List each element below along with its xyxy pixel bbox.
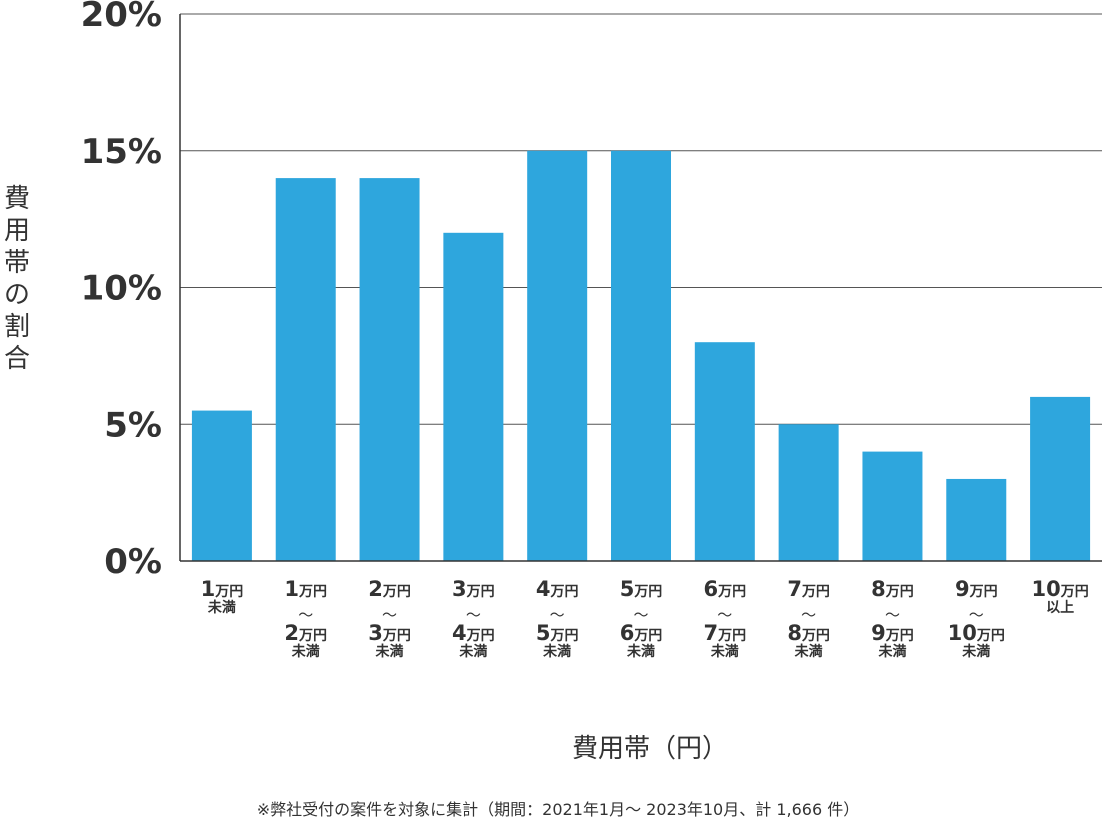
x-tick-suffix: 未満 bbox=[292, 643, 320, 660]
y-axis-label-char: 合 bbox=[3, 344, 30, 374]
y-tick-label: 5% bbox=[104, 405, 162, 445]
x-tick-amount: 10万円 bbox=[1031, 577, 1088, 601]
y-tick-labels: 0% 5% 10% 15% 20% bbox=[81, 0, 162, 582]
x-tick-amount: 6万円 bbox=[620, 621, 663, 645]
bar bbox=[694, 342, 755, 561]
y-axis-label-char: 割 bbox=[3, 312, 30, 342]
x-tick-amount: 1万円 bbox=[201, 577, 244, 601]
x-tick-amount: 9万円 bbox=[871, 621, 914, 645]
x-tick-suffix: 未満 bbox=[459, 643, 487, 660]
y-tick-label: 15% bbox=[81, 132, 162, 172]
y-axis-label-char: 費 bbox=[3, 184, 30, 214]
x-tick-suffix: 未満 bbox=[543, 643, 571, 660]
bar bbox=[862, 451, 923, 561]
x-tick-suffix: 未満 bbox=[627, 643, 655, 660]
x-tick-amount: 5万円 bbox=[536, 621, 579, 645]
x-tick-amount: 8万円 bbox=[871, 577, 914, 601]
x-tick-tilde: 〜 bbox=[298, 606, 313, 624]
x-tick-amount: 10万円 bbox=[948, 621, 1005, 645]
bar bbox=[611, 150, 671, 561]
y-tick-label: 10% bbox=[81, 269, 162, 309]
x-tick-tilde: 〜 bbox=[717, 606, 732, 624]
x-tick-suffix: 未満 bbox=[795, 643, 823, 660]
bar bbox=[778, 424, 839, 561]
x-tick-tilde: 〜 bbox=[633, 606, 648, 624]
x-tick-amount: 5万円 bbox=[620, 577, 663, 601]
y-tick-label: 20% bbox=[81, 0, 162, 35]
bar bbox=[191, 410, 252, 561]
x-tick-tilde: 〜 bbox=[801, 606, 816, 624]
x-tick-amount: 6万円 bbox=[704, 577, 747, 601]
bars bbox=[191, 150, 1091, 562]
bar bbox=[946, 478, 1007, 561]
y-axis-label-char: 帯 bbox=[3, 248, 30, 278]
x-tick-amount: 3万円 bbox=[452, 577, 495, 601]
x-tick-tilde: 〜 bbox=[550, 606, 565, 624]
x-tick-amount: 8万円 bbox=[787, 621, 830, 645]
x-tick-amount: 7万円 bbox=[787, 577, 830, 601]
x-tick-amount: 2万円 bbox=[284, 621, 327, 645]
y-axis-label-char: の bbox=[3, 280, 30, 310]
x-tick-amount: 3万円 bbox=[368, 621, 411, 645]
axes bbox=[179, 14, 1102, 562]
bar bbox=[443, 232, 504, 562]
bar bbox=[359, 178, 420, 561]
bar bbox=[527, 150, 588, 561]
x-tick-amount: 4万円 bbox=[452, 621, 495, 645]
x-tick-tilde: 〜 bbox=[382, 606, 397, 624]
x-axis-label: 費用帯（円） bbox=[571, 734, 728, 764]
footnote: ※弊社受付の案件を対象に集計（期間：2021年1月～ 2023年10月、計 1,… bbox=[256, 800, 860, 819]
x-tick-amount: 9万円 bbox=[955, 577, 998, 601]
x-tick-amount: 2万円 bbox=[368, 577, 411, 601]
y-axis-label-char: 用 bbox=[3, 216, 30, 246]
x-tick-tilde: 〜 bbox=[969, 606, 984, 624]
x-tick-tilde: 〜 bbox=[466, 606, 481, 624]
bar bbox=[275, 178, 336, 561]
x-tick-suffix: 未満 bbox=[962, 643, 990, 660]
x-tick-suffix: 未満 bbox=[376, 643, 404, 660]
y-axis-label: 費用帯の割合 bbox=[0, 183, 34, 375]
x-tick-suffix: 未満 bbox=[878, 643, 906, 660]
x-tick-labels: 1万円未満1万円〜2万円未満2万円〜3万円未満3万円〜4万円未満4万円〜5万円未… bbox=[201, 577, 1089, 660]
x-tick-amount: 4万円 bbox=[536, 577, 579, 601]
x-tick-suffix: 未満 bbox=[208, 599, 236, 616]
x-tick-tilde: 〜 bbox=[885, 606, 900, 624]
y-tick-label: 0% bbox=[104, 542, 162, 582]
x-tick-amount: 7万円 bbox=[704, 621, 747, 645]
x-tick-amount: 1万円 bbox=[284, 577, 327, 601]
x-tick-suffix: 未満 bbox=[711, 643, 739, 660]
x-tick-suffix: 以上 bbox=[1046, 600, 1074, 616]
bar bbox=[1030, 396, 1091, 561]
